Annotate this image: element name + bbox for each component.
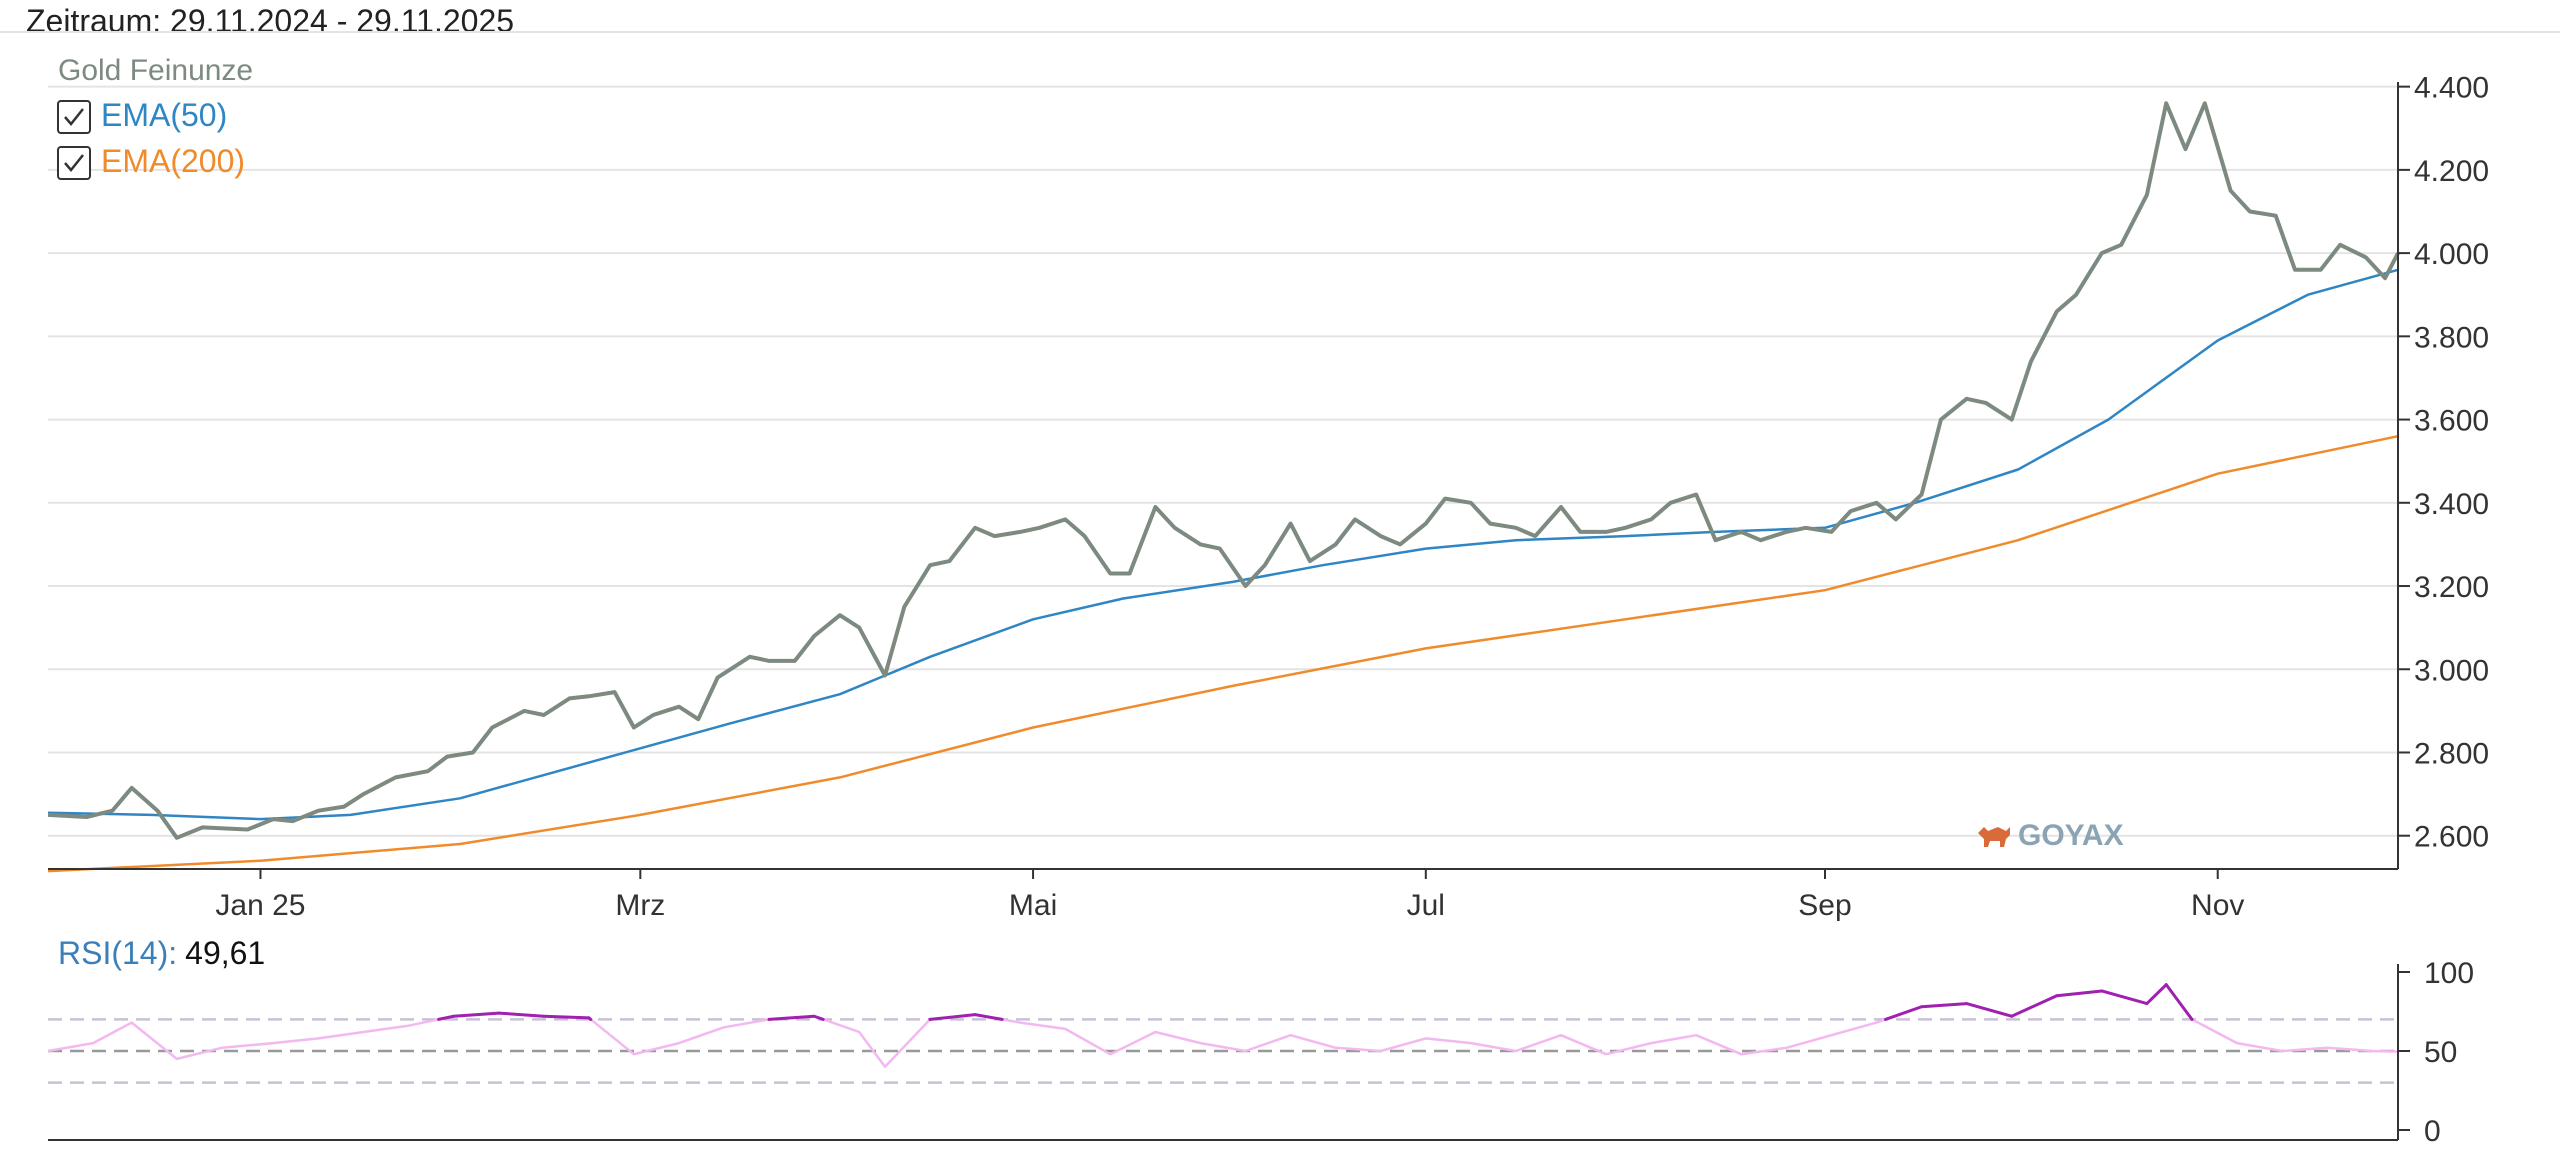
rsi-separator: : xyxy=(168,935,177,971)
rsi-strong-segment xyxy=(542,1014,591,1020)
rsi-label-row: RSI(14): 49,61 xyxy=(58,935,265,971)
instrument-label: Gold Feinunze xyxy=(58,54,253,87)
main-axes: 2.600 2.800 3.000 3.200 3.400 3.600 3.800 4.000… xyxy=(48,72,2489,922)
rsi-y-tick-label: 100 xyxy=(2424,957,2474,990)
rsi-series-layer xyxy=(47,983,2399,1069)
y-tick-label: 3.200 xyxy=(2414,571,2489,604)
x-tick-label: Mai xyxy=(1009,889,1057,922)
rsi-strong-segment xyxy=(1920,1002,1969,1009)
y-tick-label: 3.600 xyxy=(2414,405,2489,438)
ema200-checkbox[interactable] xyxy=(57,146,91,180)
y-tick-label: 4.000 xyxy=(2414,238,2489,271)
y-tick-label: 4.200 xyxy=(2414,155,2489,188)
rsi-strong-segment xyxy=(928,1013,977,1021)
y-tick-label: 2.800 xyxy=(2414,737,2489,770)
rsi-strong-segment xyxy=(2164,983,2194,1021)
rsi-strong-segment xyxy=(1965,1002,2014,1018)
check-icon xyxy=(64,108,84,126)
rsi-strong-segment xyxy=(2100,989,2149,1006)
rsi-strong-segment xyxy=(2055,989,2104,998)
rsi-strong-segment xyxy=(767,1014,816,1021)
bull-icon xyxy=(1978,827,2010,847)
check-icon xyxy=(64,154,84,172)
rsi-strong-segment xyxy=(1884,1005,1924,1021)
rsi-strong-segment xyxy=(437,1014,456,1021)
rsi-strong-segment xyxy=(587,1016,593,1021)
rsi-strong-segment xyxy=(2145,983,2168,1006)
x-tick-label: Jul xyxy=(1407,889,1445,922)
y-tick-label: 3.000 xyxy=(2414,654,2489,687)
x-tick-label: Jan 25 xyxy=(215,889,305,922)
goyax-watermark: GOYAX xyxy=(1978,819,2124,852)
rsi-strong-segment xyxy=(973,1013,1004,1021)
rsi-strong-segment xyxy=(2010,994,2059,1018)
ema50-checkbox[interactable] xyxy=(57,100,91,134)
y-tick-label: 3.800 xyxy=(2414,321,2489,354)
ema50-legend-label[interactable]: EMA(50) xyxy=(101,97,227,133)
rsi-name: RSI(14) xyxy=(58,935,168,971)
watermark-text: GOYAX xyxy=(2018,819,2124,852)
rsi-reference-lines xyxy=(48,1018,2398,1084)
rsi-strong-segment xyxy=(812,1014,825,1021)
price-line xyxy=(47,101,2400,840)
main-series-layer xyxy=(47,101,2400,873)
y-tick-label: 3.400 xyxy=(2414,488,2489,521)
y-tick-label: 2.600 xyxy=(2414,821,2489,854)
x-tick-label: Nov xyxy=(2191,889,2244,922)
x-tick-label: Mrz xyxy=(615,889,665,922)
y-tick-label: 4.400 xyxy=(2414,72,2489,105)
x-tick-label: Sep xyxy=(1798,889,1851,922)
ema50-line xyxy=(47,268,2399,821)
ema200-line xyxy=(47,434,2399,873)
ema200-legend-label[interactable]: EMA(200) xyxy=(101,143,245,179)
period-label: Zeitraum: 29.11.2024 - 29.11.2025 xyxy=(26,3,514,39)
rsi-y-tick-label: 50 xyxy=(2424,1036,2457,1069)
rsi-value: 49,61 xyxy=(185,935,265,971)
rsi-line xyxy=(47,983,2399,1069)
main-gridlines xyxy=(48,85,2398,837)
rsi-axes: 0 50 100 xyxy=(48,957,2474,1148)
rsi-strong-segment xyxy=(497,1011,546,1018)
rsi-y-tick-label: 0 xyxy=(2424,1115,2441,1148)
rsi-strong-segment xyxy=(452,1011,501,1018)
